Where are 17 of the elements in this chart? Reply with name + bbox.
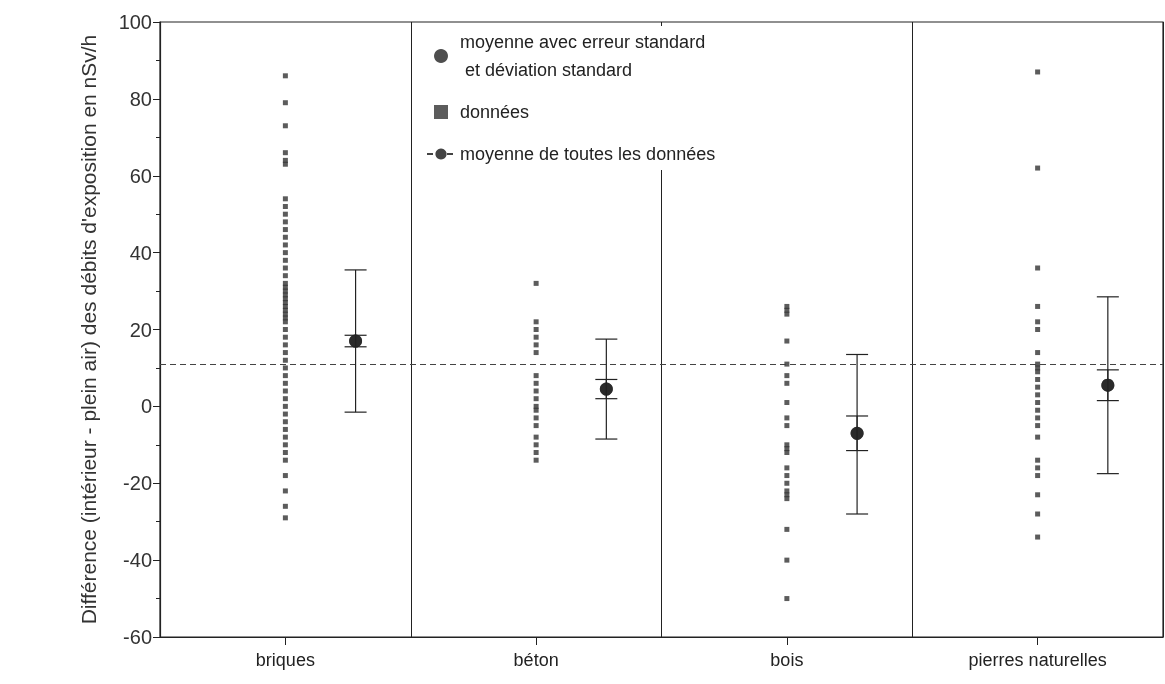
y-axis-title: Différence (intérieur - plein air) des débits d'exposition en nSv/h [76,34,100,625]
y-tick-label: 80 [129,87,152,110]
y-tick-label: 60 [129,164,152,187]
y-tick-label: -60 [123,626,152,648]
x-tick-label: bois [770,650,804,670]
x-tick-label: pierres naturelles [968,650,1107,670]
legend-label: moyenne de toutes les données [460,144,716,164]
legend-label: données [460,102,530,122]
legend-label: moyenne avec erreur standard et déviation standard [460,32,706,80]
x-tick-label: béton [513,650,559,670]
y-tick-label: 40 [129,241,152,264]
x-tick-label: briques [255,650,315,670]
y-tick-label: 20 [129,318,152,341]
y-tick-label: 100 [118,11,152,33]
y-tick-label: 0 [140,395,152,418]
y-tick-label: -20 [123,472,152,495]
y-tick-label: -40 [123,549,152,572]
